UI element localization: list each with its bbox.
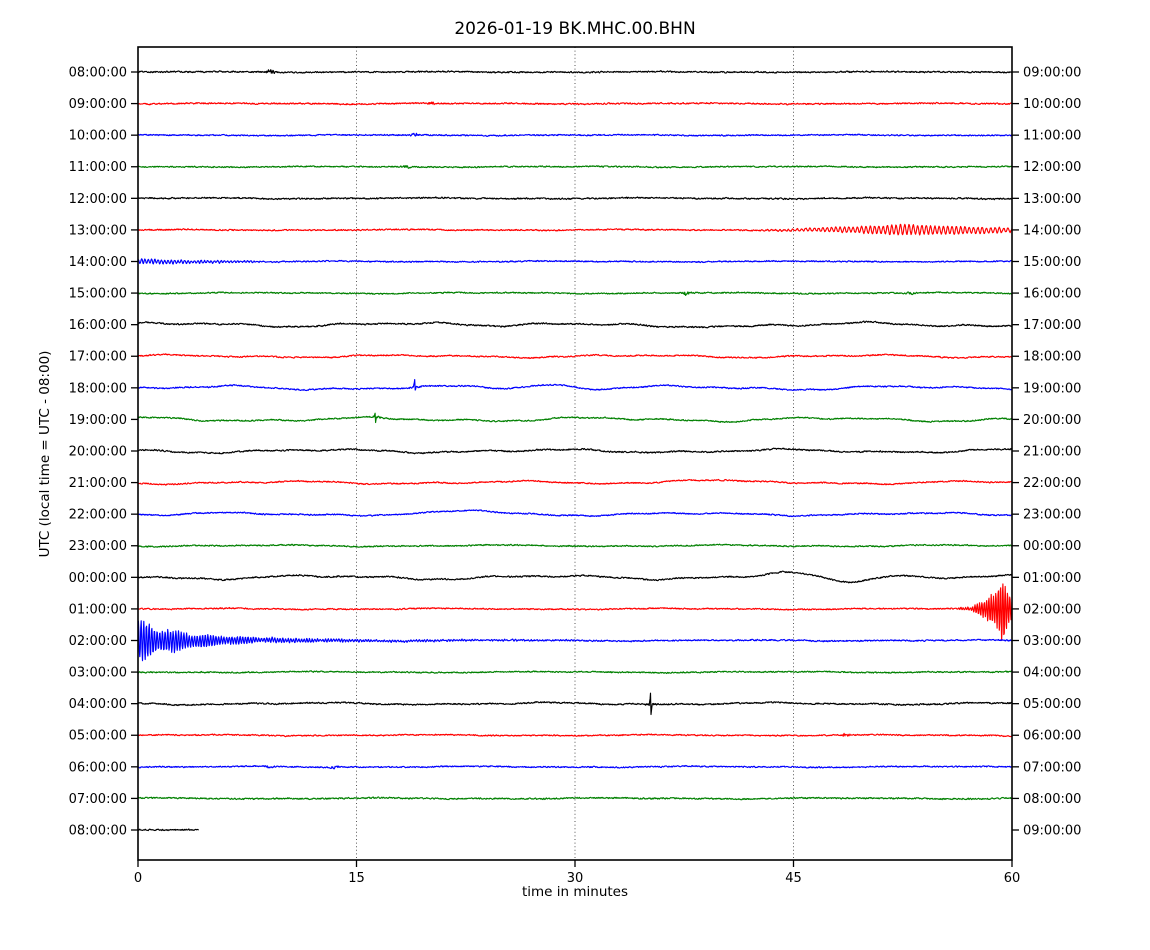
row-label-right: 20:00:00 (1023, 413, 1081, 428)
trace-row-23 (137, 796, 1013, 801)
x-tick-label: 45 (785, 871, 802, 886)
row-label-right: 15:00:00 (1023, 255, 1081, 270)
row-label-left: 16:00:00 (69, 318, 127, 333)
row-label-right: 09:00:00 (1023, 823, 1081, 838)
trace-row-3 (137, 165, 1013, 169)
x-tick-label: 60 (1004, 871, 1021, 886)
row-label-right: 04:00:00 (1023, 666, 1081, 681)
row-label-left: 23:00:00 (69, 539, 127, 554)
trace-row-9 (137, 353, 1013, 360)
row-label-right: 07:00:00 (1023, 760, 1081, 775)
row-label-left: 11:00:00 (69, 160, 127, 175)
row-label-right: 03:00:00 (1023, 634, 1081, 649)
x-tick-label: 30 (567, 871, 584, 886)
row-label-right: 21:00:00 (1023, 444, 1081, 459)
row-label-left: 21:00:00 (69, 476, 127, 491)
row-label-right: 06:00:00 (1023, 729, 1081, 744)
trace-row-2 (137, 132, 1013, 137)
row-label-left: 12:00:00 (69, 192, 127, 207)
row-label-left: 20:00:00 (69, 444, 127, 459)
trace-row-12 (137, 447, 1013, 455)
row-label-right: 22:00:00 (1023, 476, 1081, 491)
row-label-right: 08:00:00 (1023, 792, 1081, 807)
trace-row-11 (137, 412, 1013, 424)
trace-row-5 (137, 223, 1013, 236)
plot-border (137, 46, 1013, 861)
row-label-left: 13:00:00 (69, 223, 127, 238)
row-label-left: 03:00:00 (69, 666, 127, 681)
row-label-left: 17:00:00 (69, 350, 127, 365)
row-label-right: 02:00:00 (1023, 602, 1081, 617)
trace-row-10 (137, 379, 1013, 392)
trace-row-17 (137, 583, 1013, 641)
row-label-left: 19:00:00 (69, 413, 127, 428)
trace-row-4 (137, 196, 1013, 201)
trace-row-16 (137, 570, 1013, 584)
chart-title: 2026-01-19 BK.MHC.00.BHN (454, 19, 696, 39)
row-label-right: 16:00:00 (1023, 287, 1081, 302)
x-axis-label: time in minutes (521, 884, 629, 900)
row-label-left: 08:00:00 (69, 66, 127, 81)
trace-row-21 (137, 732, 1013, 738)
trace-row-22 (137, 764, 1013, 770)
row-label-right: 14:00:00 (1023, 223, 1081, 238)
row-label-left: 05:00:00 (69, 729, 127, 744)
trace-row-0 (137, 69, 1013, 74)
row-label-left: 10:00:00 (69, 129, 127, 144)
trace-row-1 (137, 101, 1013, 106)
trace-row-8 (137, 320, 1013, 329)
trace-row-7 (137, 291, 1013, 296)
row-label-right: 10:00:00 (1023, 97, 1081, 112)
row-label-right: 09:00:00 (1023, 66, 1081, 81)
row-label-right: 05:00:00 (1023, 697, 1081, 712)
row-label-right: 18:00:00 (1023, 350, 1081, 365)
row-label-right: 13:00:00 (1023, 192, 1081, 207)
row-label-left: 15:00:00 (69, 287, 127, 302)
trace-row-6 (137, 258, 1013, 265)
trace-row-15 (137, 543, 1013, 548)
row-label-right: 00:00:00 (1023, 539, 1081, 554)
trace-row-19 (137, 670, 1013, 675)
row-label-left: 18:00:00 (69, 381, 127, 396)
trace-row-18 (137, 620, 1013, 662)
trace-row-14 (137, 509, 1013, 518)
row-label-left: 02:00:00 (69, 634, 127, 649)
row-label-left: 22:00:00 (69, 508, 127, 523)
row-label-right: 19:00:00 (1023, 381, 1081, 396)
row-label-left: 06:00:00 (69, 760, 127, 775)
row-label-right: 17:00:00 (1023, 318, 1081, 333)
trace-row-24 (137, 828, 199, 832)
row-label-left: 04:00:00 (69, 697, 127, 712)
trace-row-20 (137, 692, 1013, 716)
row-label-left: 08:00:00 (69, 823, 127, 838)
x-tick-label: 0 (134, 871, 142, 886)
row-label-left: 01:00:00 (69, 602, 127, 617)
row-label-left: 00:00:00 (69, 571, 127, 586)
row-label-right: 11:00:00 (1023, 129, 1081, 144)
row-label-left: 07:00:00 (69, 792, 127, 807)
trace-row-13 (137, 478, 1013, 486)
row-label-right: 23:00:00 (1023, 508, 1081, 523)
row-label-left: 14:00:00 (69, 255, 127, 270)
row-label-right: 12:00:00 (1023, 160, 1081, 175)
row-label-left: 09:00:00 (69, 97, 127, 112)
x-tick-label: 15 (348, 871, 365, 886)
row-label-right: 01:00:00 (1023, 571, 1081, 586)
